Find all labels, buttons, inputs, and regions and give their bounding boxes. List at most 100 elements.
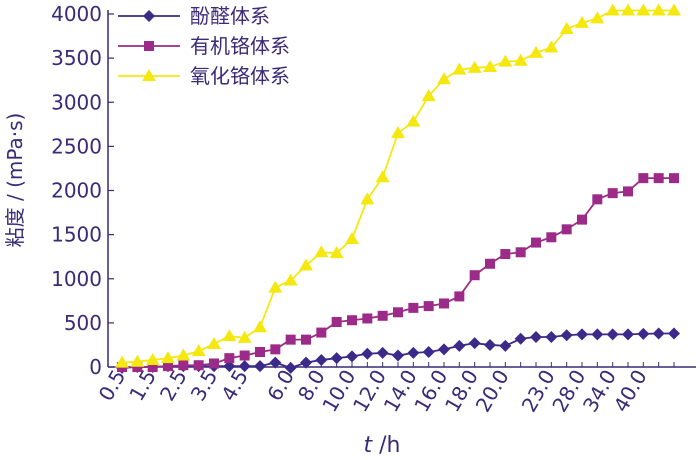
series-2-point (575, 15, 589, 28)
series-0-point (468, 337, 481, 350)
series-0-point (392, 349, 404, 362)
x-tick-label: 20.0 (471, 366, 514, 417)
series-2-point (115, 355, 129, 368)
legend-label: 酚醛体系 (190, 4, 270, 28)
y-tick-label: 2000 (51, 179, 102, 203)
series-2-point (513, 53, 528, 66)
x-tick-label: 2.5 (155, 366, 192, 406)
series-0-point (300, 356, 312, 369)
series-0-point (499, 339, 512, 352)
series-0-point (668, 327, 680, 340)
x-tick-label: 3.5 (186, 366, 223, 406)
series-1-point (301, 334, 311, 345)
series-0-point (422, 345, 435, 358)
series-0-point (376, 346, 389, 359)
series-1-point (147, 362, 158, 372)
series-1-line (122, 177, 674, 368)
y-tick-label: 1500 (51, 223, 102, 247)
series-0-point (652, 327, 665, 340)
x-axis-label: t /h (364, 433, 401, 458)
series-2-point (406, 114, 421, 127)
series-1-point (408, 302, 419, 313)
series-1-point (485, 258, 495, 269)
series-0-point (330, 352, 343, 365)
series-2-point (391, 126, 405, 139)
series-2-point (145, 352, 160, 365)
series-2-point (452, 62, 467, 75)
series-0-point (438, 343, 450, 356)
series-2-point (299, 258, 313, 271)
series-1-point (331, 316, 342, 327)
series-2-point (176, 348, 191, 361)
series-1-point (561, 224, 572, 235)
series-1-point (224, 353, 235, 364)
series-2-point (345, 232, 359, 245)
series-2-point (498, 54, 513, 67)
series-2-point (437, 72, 451, 85)
series-2-point (636, 3, 651, 16)
series-1-point (653, 173, 664, 184)
series-1-point (285, 334, 296, 345)
series-2-point (329, 246, 344, 259)
y-tick-label: 500 (64, 311, 102, 335)
x-tick-label: 40.0 (609, 366, 652, 417)
series-1-point (193, 360, 204, 371)
series-2-point (191, 344, 206, 357)
series-1-point (577, 214, 587, 225)
series-2 (115, 3, 681, 368)
series-2-point (314, 245, 329, 258)
series-0-point (576, 328, 588, 341)
series-0-point (545, 330, 558, 343)
series-1-point (669, 173, 679, 184)
series-0-point (407, 346, 420, 359)
series-1-point (239, 350, 250, 361)
series-0-point (606, 328, 619, 341)
series-2-point (467, 60, 482, 73)
series-1-point (439, 298, 449, 309)
series-2-point (605, 3, 620, 16)
y-tick-label: 4000 (51, 2, 102, 26)
series-0-point (269, 356, 282, 369)
series-1-point (607, 188, 618, 199)
series-1-point (623, 186, 633, 197)
series-1-point (423, 301, 434, 312)
series-layer (115, 3, 681, 374)
legend-swatch-marker (142, 69, 156, 81)
series-2-point (375, 170, 390, 183)
series-2-point (130, 354, 145, 367)
series-2-point (421, 89, 436, 102)
legend-item: 氧化铬体系 (118, 64, 290, 88)
series-0-point (530, 330, 542, 343)
series-1-point (469, 270, 480, 281)
series-1-point (531, 237, 541, 248)
series-0-point (484, 338, 496, 351)
series-0-point (254, 360, 266, 373)
series-0-point (560, 329, 573, 342)
y-tick-label: 3500 (51, 46, 102, 70)
y-tick-label: 2500 (51, 134, 102, 158)
series-2-point (207, 337, 221, 350)
series-1-point (255, 346, 265, 357)
series-1-point (515, 247, 526, 258)
series-2-point (283, 273, 298, 286)
legend-item: 有机铬体系 (118, 34, 290, 58)
y-tick-label: 3000 (51, 90, 102, 114)
y-axis-label: 粘度 / (mPa·s) (3, 113, 27, 248)
series-2-point (559, 22, 574, 35)
x-tick-label: 4.5 (216, 366, 253, 406)
series-1-point (362, 313, 373, 324)
series-2-point (621, 3, 635, 16)
legend-label: 氧化铬体系 (190, 64, 290, 88)
series-0-point (622, 328, 634, 341)
series-2-point (253, 320, 267, 333)
series-0-point (591, 328, 604, 341)
series-2-point (222, 329, 237, 342)
legend-label: 有机铬体系 (190, 34, 290, 58)
series-1-point (546, 232, 557, 243)
series-2-point (268, 280, 283, 293)
series-2-point (667, 3, 681, 16)
series-1-point (638, 173, 649, 184)
series-0-point (284, 361, 297, 374)
series-2-point (529, 45, 543, 58)
